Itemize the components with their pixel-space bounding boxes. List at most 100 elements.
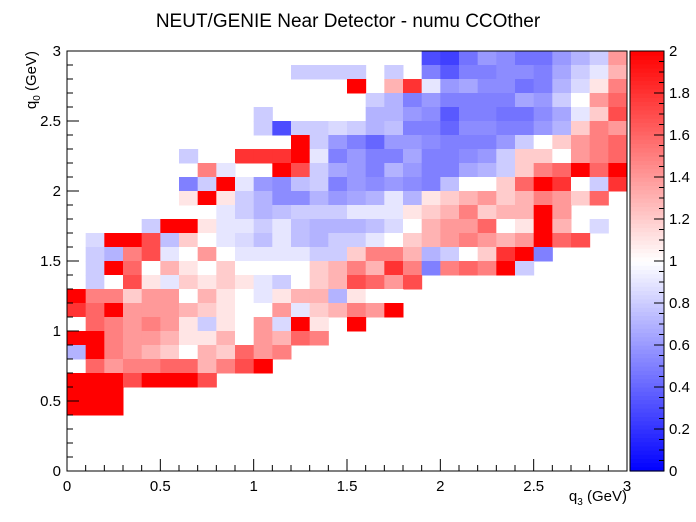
heatmap-cell bbox=[253, 345, 273, 360]
colorbar-segment bbox=[630, 294, 664, 300]
heatmap-cell bbox=[179, 177, 199, 192]
heatmap-cell bbox=[384, 247, 404, 262]
heatmap-cell bbox=[197, 275, 217, 290]
heatmap-cell bbox=[440, 163, 460, 178]
heatmap-cell bbox=[589, 191, 609, 206]
heatmap-cell bbox=[291, 177, 311, 192]
heatmap-cell bbox=[347, 135, 367, 150]
heatmap-cell bbox=[253, 247, 273, 262]
heatmap-cell bbox=[197, 345, 217, 360]
heatmap-cell bbox=[197, 289, 217, 304]
colorbar-segment bbox=[630, 114, 664, 119]
colorbar-segment bbox=[630, 269, 664, 275]
heatmap-cell bbox=[347, 191, 367, 206]
colorbar-segment bbox=[630, 357, 664, 363]
heatmap-cell bbox=[459, 79, 479, 94]
heatmap-cell bbox=[216, 205, 236, 220]
x-axis-label-main: q bbox=[569, 488, 577, 505]
heatmap-cell bbox=[552, 135, 572, 150]
heatmap-cell bbox=[515, 121, 535, 136]
heatmap-cell bbox=[141, 233, 161, 248]
heatmap-cell bbox=[365, 275, 385, 290]
heatmap-cell bbox=[477, 93, 497, 108]
heatmap-cell bbox=[179, 317, 199, 332]
heatmap-cell bbox=[235, 205, 255, 220]
heatmap-cell bbox=[365, 191, 385, 206]
y-axis-label-sub: 0 bbox=[32, 95, 43, 101]
heatmap-cell bbox=[141, 317, 161, 332]
heatmap-cell bbox=[440, 177, 460, 192]
heatmap-cell bbox=[328, 247, 348, 262]
colorbar-segment bbox=[630, 189, 664, 195]
colorbar-segment bbox=[630, 311, 664, 317]
colorbar-segment bbox=[630, 240, 664, 245]
heatmap-cell bbox=[253, 303, 273, 318]
heatmap-cell bbox=[85, 275, 105, 290]
heatmap-cell bbox=[123, 233, 143, 248]
heatmap-cell bbox=[403, 79, 423, 94]
x-tick-label: 0.5 bbox=[150, 478, 171, 495]
heatmap-cell bbox=[235, 303, 255, 318]
colorbar-tick-label: 2 bbox=[669, 43, 677, 60]
heatmap-cell bbox=[515, 79, 535, 94]
heatmap-cell bbox=[533, 233, 553, 248]
heatmap-cell bbox=[309, 331, 329, 346]
heatmap-cell bbox=[440, 121, 460, 136]
heatmap-cell bbox=[347, 233, 367, 248]
colorbar-segment bbox=[630, 76, 664, 81]
heatmap-cell bbox=[589, 177, 609, 192]
colorbar-segment bbox=[630, 345, 664, 350]
x-tick-label: 3 bbox=[623, 478, 631, 495]
heatmap-cell bbox=[235, 261, 255, 276]
heatmap-cell bbox=[571, 233, 591, 248]
heatmap-cell bbox=[309, 121, 329, 136]
heatmap-cell bbox=[272, 191, 292, 206]
heatmap-cell bbox=[104, 247, 124, 262]
colorbar-segment bbox=[630, 172, 664, 178]
heatmap-cell bbox=[515, 93, 535, 108]
heatmap-cell bbox=[309, 289, 329, 304]
heatmap-cell bbox=[477, 65, 497, 80]
heatmap-cell bbox=[291, 289, 311, 304]
heatmap-cell bbox=[459, 205, 479, 220]
heatmap-cell bbox=[141, 373, 161, 388]
colorbar-segment bbox=[630, 109, 664, 115]
heatmap-cell bbox=[571, 149, 591, 164]
colorbar-segment bbox=[630, 235, 664, 241]
heatmap-cell bbox=[104, 275, 124, 290]
colorbar-segment bbox=[630, 126, 664, 132]
heatmap-cell bbox=[384, 191, 404, 206]
heatmap-cell bbox=[85, 233, 105, 248]
y-axis-label-main: q bbox=[23, 101, 40, 109]
heatmap-cell bbox=[141, 289, 161, 304]
heatmap-cell bbox=[197, 177, 217, 192]
colorbar-segment bbox=[630, 454, 664, 459]
heatmap-cell bbox=[328, 177, 348, 192]
heatmap-cell bbox=[608, 149, 628, 164]
heatmap-cell bbox=[160, 233, 180, 248]
heatmap-cell bbox=[459, 233, 479, 248]
heatmap-cell bbox=[589, 135, 609, 150]
colorbar-segment bbox=[630, 59, 664, 65]
colorbar-tick-label: 0.2 bbox=[669, 421, 690, 438]
heatmap-cell bbox=[347, 289, 367, 304]
heatmap-cell bbox=[384, 135, 404, 150]
colorbar-segment bbox=[630, 244, 664, 249]
colorbar-segment bbox=[630, 63, 664, 69]
heatmap-cell bbox=[235, 289, 255, 304]
colorbar-segment bbox=[630, 198, 664, 203]
heatmap-cell bbox=[589, 149, 609, 164]
colorbar-segment bbox=[630, 277, 664, 283]
heatmap-cell bbox=[309, 317, 329, 332]
heatmap-cell bbox=[253, 289, 273, 304]
heatmap-cell bbox=[533, 247, 553, 262]
heatmap-cell bbox=[347, 219, 367, 234]
colorbar-segment bbox=[630, 181, 664, 186]
heatmap-cell bbox=[104, 387, 124, 402]
heatmap-cell bbox=[459, 191, 479, 206]
colorbar-segment bbox=[630, 223, 664, 228]
heatmap-cell bbox=[291, 191, 311, 206]
x-tick-label: 2.5 bbox=[523, 478, 544, 495]
heatmap-cell bbox=[104, 373, 124, 388]
colorbar-segment bbox=[630, 122, 664, 128]
